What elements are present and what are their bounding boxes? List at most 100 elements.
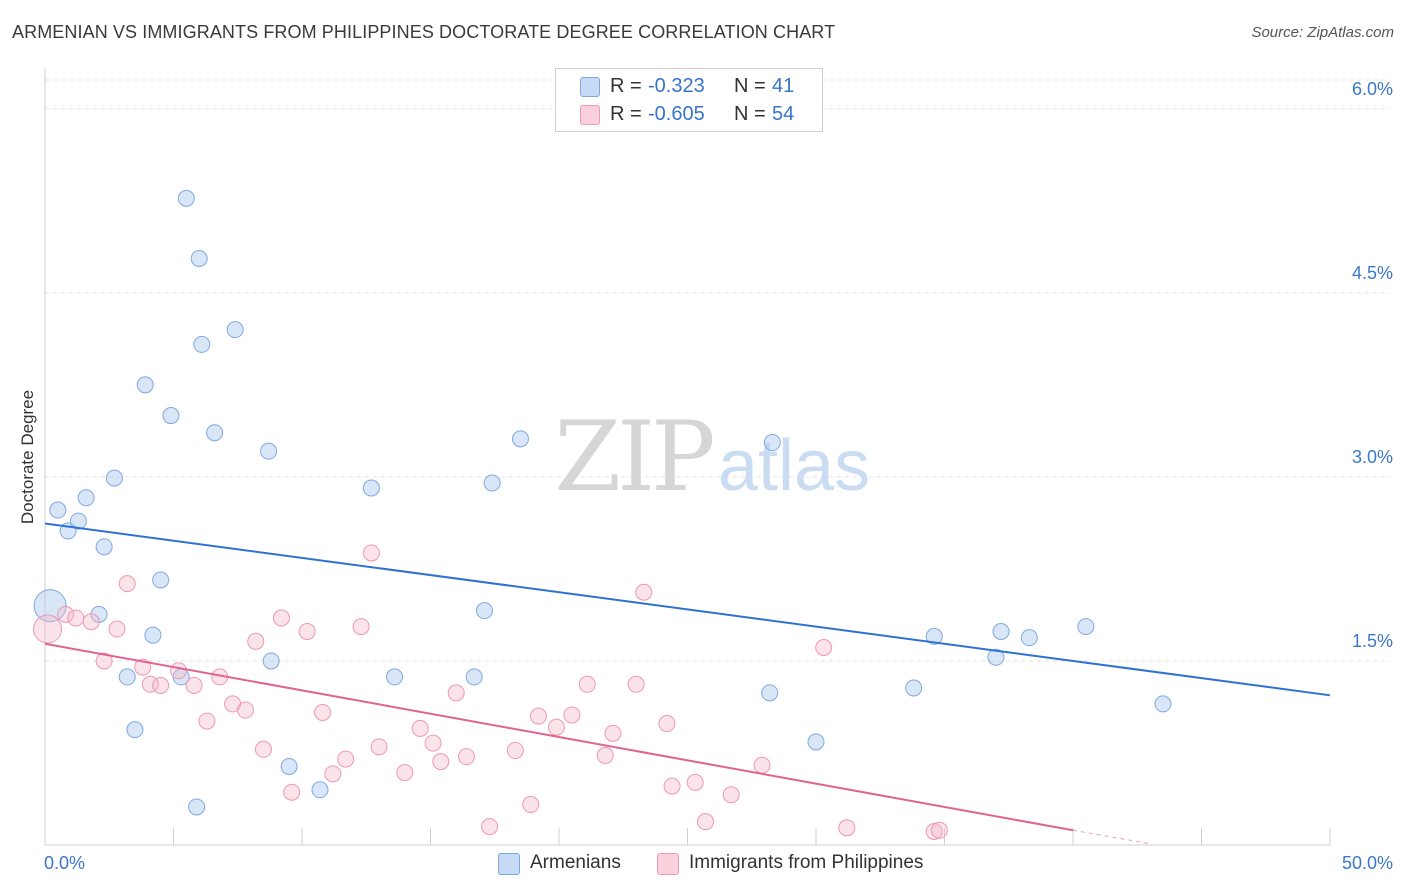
philippines-point	[324, 765, 342, 783]
armenians-point	[188, 798, 206, 816]
philippines-point	[696, 813, 714, 831]
armenians-point	[95, 538, 113, 556]
philippines-point	[236, 701, 254, 719]
y-tick-label: 1.5%	[1352, 631, 1393, 651]
armenians-point	[177, 189, 195, 207]
legend-n-label: N =	[734, 75, 766, 97]
philippines-point	[396, 764, 414, 782]
philippines-point	[283, 783, 301, 801]
philippines-point	[529, 707, 547, 725]
philippines-point	[298, 623, 316, 641]
armenians-point	[260, 442, 278, 460]
philippines-point	[198, 712, 216, 730]
watermark: ZIP atlas	[554, 401, 870, 513]
legend-n-value: 54	[772, 103, 795, 125]
philippines-point	[370, 738, 388, 756]
armenians-point	[1020, 629, 1038, 647]
armenians-point	[226, 321, 244, 339]
bottom-legend-swatch-philippines	[657, 853, 679, 875]
armenians-point	[386, 668, 404, 686]
armenians-point	[1154, 695, 1172, 713]
philippines-point	[57, 605, 75, 623]
armenians-point	[905, 679, 923, 697]
armenians-point	[465, 668, 483, 686]
legend-r-value: -0.323	[648, 75, 705, 97]
legend-r-label: R =	[610, 75, 642, 97]
philippines-point	[627, 675, 645, 693]
philippines-point	[432, 753, 450, 771]
armenians-point	[190, 250, 208, 268]
philippines-point	[447, 684, 465, 702]
philippines-point	[118, 575, 136, 593]
armenians-point	[280, 757, 298, 775]
stats-legend: R = -0.323 N = 41 R = -0.605 N = 54	[555, 68, 823, 132]
legend-swatch-armenians	[580, 77, 600, 97]
axes	[44, 68, 1331, 846]
bottom-legend-label: Immigrants from Philippines	[689, 852, 924, 873]
philippines-point	[930, 821, 948, 839]
philippines-point	[424, 734, 442, 752]
philippines-point	[753, 756, 771, 774]
armenians-point	[162, 407, 180, 425]
philippines-point	[352, 618, 370, 636]
x-tick-label: 50.0%	[1342, 853, 1393, 873]
philippines-trend-extension	[1072, 829, 1151, 845]
y-axis-label: Doctorate Degree	[18, 390, 37, 524]
philippines-point	[254, 740, 272, 758]
y-tick-label: 4.5%	[1352, 263, 1393, 283]
philippines-point	[663, 777, 681, 795]
philippines-point	[596, 746, 614, 764]
philippines-point	[314, 703, 332, 721]
armenians-point	[77, 489, 95, 507]
armenians-point	[193, 335, 211, 353]
y-tick-label: 6.0%	[1352, 79, 1393, 99]
armenians-trend-line	[44, 522, 1331, 697]
armenians-points	[33, 189, 1172, 816]
philippines-point	[108, 620, 126, 638]
legend-r-value: -0.605	[648, 103, 705, 125]
watermark-atlas: atlas	[718, 426, 870, 506]
philippines-point	[547, 718, 565, 736]
legend-swatch-philippines	[580, 105, 600, 125]
armenians-point	[144, 626, 162, 644]
armenians-point	[483, 474, 501, 492]
philippines-point	[838, 819, 856, 837]
armenians-point	[206, 424, 224, 442]
armenians-point	[49, 501, 67, 519]
armenians-point	[311, 781, 329, 799]
philippines-point	[635, 583, 653, 601]
philippines-points	[33, 544, 948, 841]
armenians-point	[475, 602, 493, 620]
philippines-point	[925, 823, 943, 841]
philippines-point	[522, 796, 540, 814]
philippines-point	[686, 773, 704, 791]
philippines-point	[506, 742, 524, 760]
philippines-point	[95, 652, 113, 670]
armenians-point	[126, 721, 144, 739]
armenians-point	[761, 684, 779, 702]
armenians-point	[511, 430, 529, 448]
philippines-point	[185, 676, 203, 694]
philippines-point	[563, 706, 581, 724]
armenians-point	[69, 512, 87, 530]
armenians-point	[362, 479, 380, 497]
philippines-point	[337, 750, 355, 768]
philippines-point	[67, 609, 85, 627]
philippines-point	[247, 632, 265, 650]
legend-n-label: N =	[734, 103, 766, 125]
legend-r-label: R =	[610, 103, 642, 125]
philippines-point	[33, 614, 63, 644]
philippines-point	[457, 748, 475, 766]
philippines-trend-line	[44, 642, 1074, 832]
tick-labels: 1.5% 3.0% 4.5% 6.0% 0.0% 50.0%	[44, 79, 1393, 873]
philippines-point	[362, 544, 380, 562]
armenians-point	[33, 589, 67, 623]
philippines-point	[170, 662, 188, 680]
philippines-point	[658, 715, 676, 733]
armenians-point	[136, 376, 154, 394]
armenians-point	[118, 668, 136, 686]
chart-title: ARMENIAN VS IMMIGRANTS FROM PHILIPPINES …	[12, 22, 836, 42]
gridlines	[45, 79, 1390, 662]
philippines-point	[604, 724, 622, 742]
